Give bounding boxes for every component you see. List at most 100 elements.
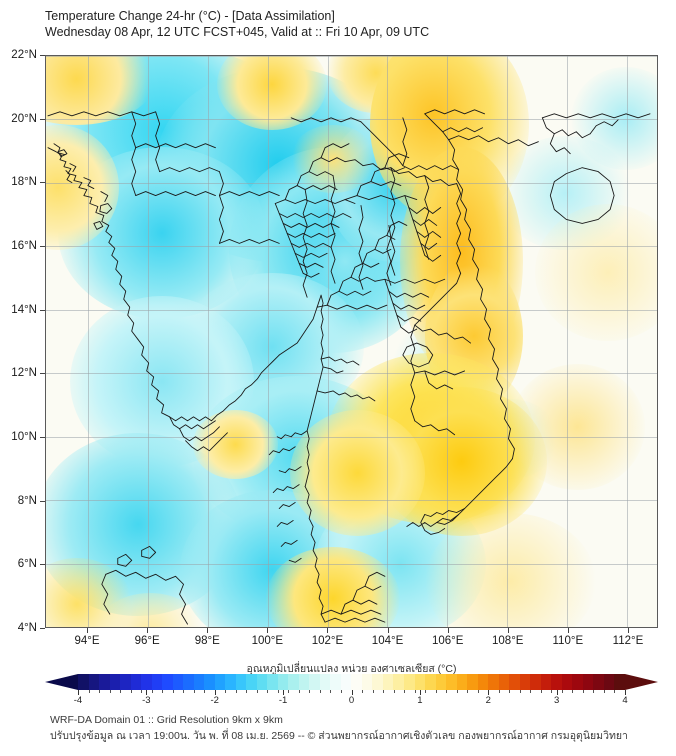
x-tick-label: 112°E (612, 635, 644, 647)
colorbar-major-tick (625, 690, 626, 695)
colorbar-segment (99, 674, 110, 690)
colorbar-segment (582, 674, 594, 690)
x-tick-label: 110°E (552, 635, 584, 647)
y-tick-label: 22°N (11, 49, 37, 61)
footer: WRF-DA Domain 01 :: Grid Resolution 9km … (50, 712, 650, 744)
colorbar-segment (193, 674, 205, 690)
field-cell-warm (290, 410, 425, 536)
colorbar-segment (540, 674, 552, 690)
colorbar-minor-tick (130, 690, 132, 693)
colorbar-segment (109, 674, 121, 690)
colorbar-title: อุณหภูมิเปลี่ยนแปลง หน่วย องศาเซลเซียส (… (246, 663, 457, 675)
colorbar-tick-label: 0 (348, 695, 355, 706)
colorbar-minor-tick (467, 690, 469, 693)
y-tick-label: 18°N (11, 176, 37, 189)
colorbar-segment (561, 674, 573, 690)
x-tick-label: 100°E (251, 635, 284, 647)
colorbar-minor-tick (277, 690, 279, 693)
x-tick-label: 94°E (74, 635, 100, 647)
colorbar-segment (246, 674, 257, 690)
colorbar-segment (467, 674, 478, 690)
colorbar-minor-tick (372, 690, 374, 693)
colorbar-segment (277, 674, 289, 690)
colorbar-segment (120, 674, 131, 690)
x-tick-label: 108°E (492, 635, 524, 647)
colorbar-segment (614, 674, 625, 690)
colorbar-segment (162, 674, 173, 690)
x-tick-label: 102°E (311, 635, 344, 647)
colorbar-segment (393, 674, 404, 690)
colorbar-minor-tick (99, 690, 101, 693)
colorbar-high-extend-arrow (625, 674, 658, 690)
colorbar-minor-tick (498, 690, 500, 693)
colorbar-segment (456, 674, 468, 690)
colorbar-tick-label: -3 (142, 695, 151, 706)
chart-subtitle: Wednesday 08 Apr, 12 UTC FCST+045, Valid… (45, 25, 430, 39)
colorbar-segment (183, 674, 194, 690)
field-cell-warm (510, 364, 645, 490)
y-tick-label: 16°N (11, 239, 37, 252)
colorbar-segment (130, 674, 142, 690)
y-tick-label: 12°N (11, 367, 37, 380)
colorbar-major-tick (419, 690, 421, 695)
colorbar-segment (488, 674, 499, 690)
colorbar-minor-tick (183, 690, 185, 693)
coastline-overlay (47, 109, 651, 625)
colorbar-tick-label: -4 (73, 695, 83, 706)
colorbar-segment (319, 674, 331, 690)
colorbar-segment (172, 674, 184, 690)
colorbar-minor-tick (561, 690, 563, 693)
colorbar-minor-tick (540, 690, 542, 693)
colorbar-major-tick (351, 690, 353, 695)
colorbar-minor-tick (88, 690, 90, 693)
x-tick-label: 104°E (371, 635, 404, 647)
colorbar-segment (435, 674, 447, 690)
colorbar-gradient[interactable] (45, 674, 658, 690)
colorbar-minor-tick (225, 690, 227, 693)
colorbar-tick-label: -1 (278, 695, 288, 706)
y-tick-label: 14°N (11, 303, 37, 316)
colorbar-minor-tick (519, 690, 521, 693)
colorbar-segment (593, 674, 604, 690)
field-cell-warm (192, 410, 279, 479)
colorbar-segment (288, 674, 299, 690)
x-tick-label: 98°E (194, 635, 220, 647)
field-cell-warm (265, 547, 401, 627)
colorbar-segment (88, 674, 100, 690)
colorbar-segment (351, 674, 362, 690)
map-frame (45, 55, 658, 628)
colorbar-segment (509, 674, 520, 690)
colorbar-major-tick (78, 690, 79, 695)
colorbar-minor-tick (456, 690, 458, 693)
map-plot-area[interactable]: 94°E 96°E 98°E 100°E 102°E 104°E 106°E 1… (11, 49, 658, 647)
colorbar-minor-tick (603, 690, 605, 693)
colorbar-minor-tick (204, 690, 206, 693)
footer-domain-info: WRF-DA Domain 01 :: Grid Resolution 9km … (50, 714, 283, 726)
colorbar-minor-tick (162, 690, 164, 693)
colorbar-tick-label: -2 (210, 695, 219, 706)
colorbar-minor-tick (393, 690, 395, 693)
colorbar-low-extend-arrow (45, 674, 78, 690)
colorbar-segment (572, 674, 583, 690)
colorbar-segment (382, 674, 394, 690)
y-tick-label: 10°N (11, 431, 37, 444)
colorbar-minor-tick (362, 690, 364, 693)
footer-credit: ปรับปรุงข้อมูล ณ เวลา 19:00น. วัน พ. ที่… (50, 730, 628, 742)
colorbar-minor-tick (435, 690, 437, 693)
field-cell-cool (571, 67, 657, 171)
colorbar[interactable]: อุณหภูมิเปลี่ยนแปลง หน่วย องศาเซลเซียส (… (45, 660, 658, 706)
colorbar-major-tick (488, 690, 490, 695)
temperature-anomaly-field (46, 56, 657, 627)
colorbar-segment (330, 674, 341, 690)
colorbar-segment (551, 674, 562, 690)
colorbar-segments[interactable] (78, 674, 625, 690)
colorbar-minor-tick (319, 690, 321, 693)
colorbar-segment (372, 674, 383, 690)
colorbar-tick-label: 3 (553, 695, 560, 706)
colorbar-minor-tick (572, 690, 574, 693)
y-tick-label: 8°N (17, 494, 37, 507)
colorbar-minor-tick (309, 690, 311, 693)
colorbar-minor-tick (267, 690, 269, 693)
colorbar-minor-tick (414, 690, 416, 693)
colorbar-minor-tick (256, 690, 258, 693)
